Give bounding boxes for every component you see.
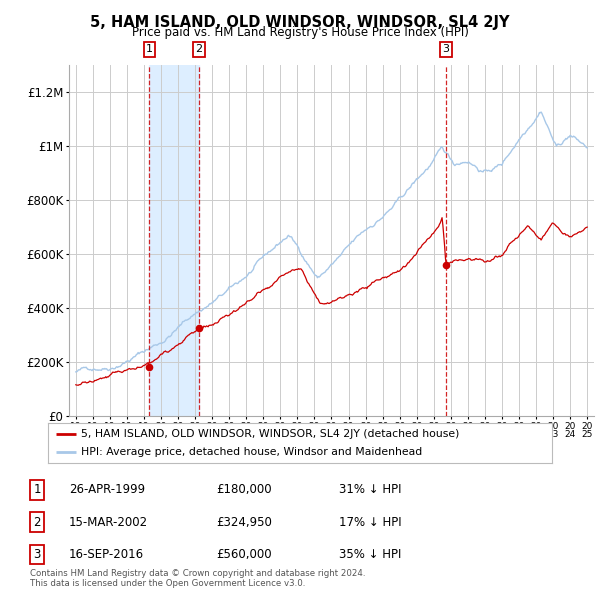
Text: 16-SEP-2016: 16-SEP-2016 <box>69 548 144 561</box>
Text: Price paid vs. HM Land Registry's House Price Index (HPI): Price paid vs. HM Land Registry's House … <box>131 26 469 39</box>
Text: 1: 1 <box>146 44 153 54</box>
Text: 1: 1 <box>34 483 41 496</box>
Text: 3: 3 <box>442 44 449 54</box>
Text: 17% ↓ HPI: 17% ↓ HPI <box>339 516 401 529</box>
Text: 2: 2 <box>34 516 41 529</box>
Text: 35% ↓ HPI: 35% ↓ HPI <box>339 548 401 561</box>
Text: 26-APR-1999: 26-APR-1999 <box>69 483 145 496</box>
Text: 5, HAM ISLAND, OLD WINDSOR, WINDSOR, SL4 2JY (detached house): 5, HAM ISLAND, OLD WINDSOR, WINDSOR, SL4… <box>81 429 459 439</box>
Bar <box>149 65 199 416</box>
Text: £560,000: £560,000 <box>216 548 272 561</box>
Text: HPI: Average price, detached house, Windsor and Maidenhead: HPI: Average price, detached house, Wind… <box>81 447 422 457</box>
Text: Contains HM Land Registry data © Crown copyright and database right 2024.
This d: Contains HM Land Registry data © Crown c… <box>30 569 365 588</box>
Text: 5, HAM ISLAND, OLD WINDSOR, WINDSOR, SL4 2JY: 5, HAM ISLAND, OLD WINDSOR, WINDSOR, SL4… <box>90 15 510 30</box>
Text: 2: 2 <box>195 44 202 54</box>
Text: 15-MAR-2002: 15-MAR-2002 <box>69 516 148 529</box>
Text: 31% ↓ HPI: 31% ↓ HPI <box>339 483 401 496</box>
Text: £324,950: £324,950 <box>216 516 272 529</box>
Text: 3: 3 <box>34 548 41 561</box>
Text: £180,000: £180,000 <box>216 483 272 496</box>
